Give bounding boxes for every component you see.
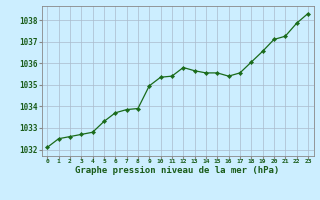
- X-axis label: Graphe pression niveau de la mer (hPa): Graphe pression niveau de la mer (hPa): [76, 166, 280, 175]
